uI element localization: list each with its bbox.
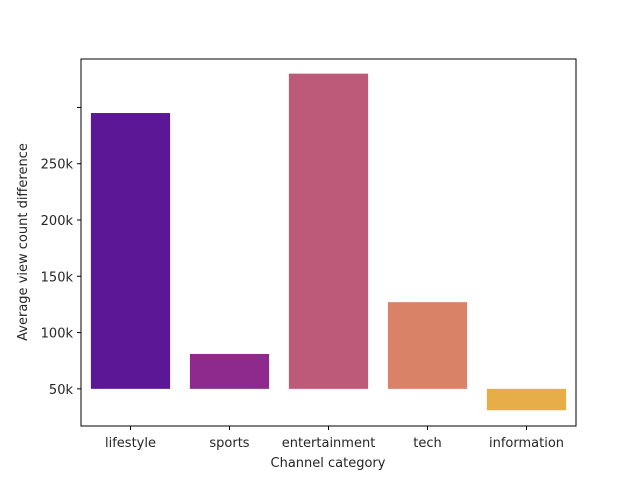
bar-entertainment [288, 73, 369, 389]
y-tick-label: 150k [41, 270, 74, 285]
bar-tech [387, 302, 468, 389]
bar-information [486, 388, 567, 411]
y-tick-label: 200k [41, 214, 74, 229]
y-tick-label: 100k [41, 327, 74, 342]
y-tick-label: 50k [49, 383, 74, 398]
y-tick-label: 250k [41, 158, 74, 173]
bar-sports [189, 353, 270, 389]
x-axis-label: Channel category [271, 456, 386, 471]
bars-group [90, 73, 567, 411]
y-axis-ticks: 50k 100k 150k 200k 250k [41, 106, 81, 398]
y-axis-label: Average view count difference [16, 143, 31, 341]
x-tick-label: tech [413, 436, 441, 451]
bar-lifestyle [90, 113, 171, 389]
x-axis-ticks: lifestyle sports entertainment tech informat… [105, 426, 564, 451]
x-tick-label: entertainment [282, 436, 376, 451]
x-tick-label: sports [209, 436, 249, 451]
x-tick-label: information [489, 436, 564, 451]
x-tick-label: lifestyle [105, 436, 156, 451]
